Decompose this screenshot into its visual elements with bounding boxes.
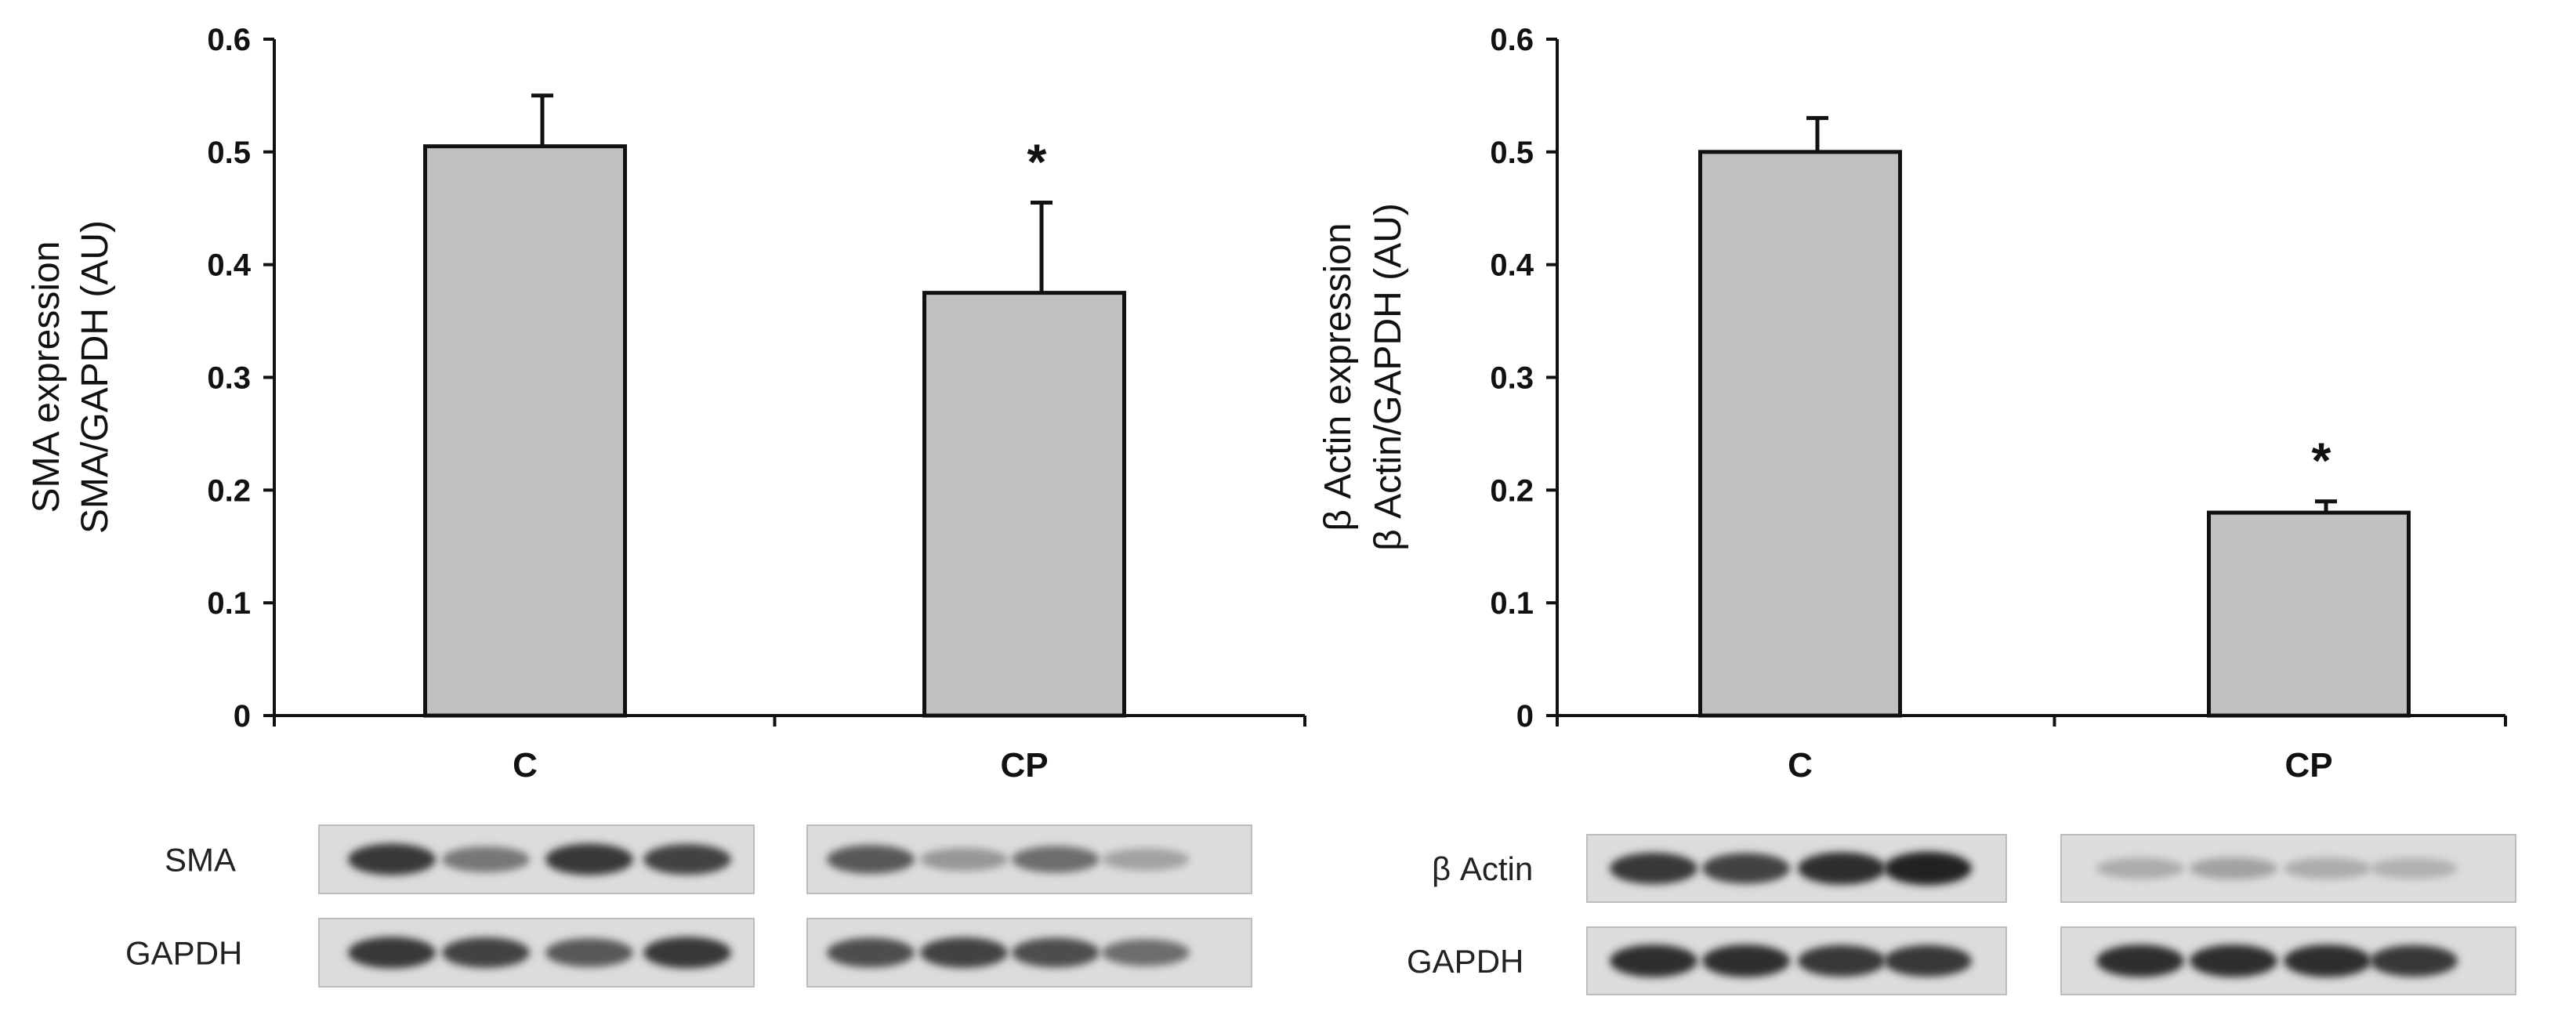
y-tick-label: 0.5 [1490, 136, 1534, 170]
blot-band [545, 938, 633, 967]
y-axis-title-line-2: β Actin/GAPDH (AU) [1368, 203, 1409, 551]
bars: * [1698, 116, 2411, 718]
bars: * [423, 93, 1126, 718]
significance-marker: * [2312, 433, 2331, 489]
bar-c [423, 144, 627, 718]
blot-band [1884, 851, 1972, 886]
beta-actin-chart-panel: 0 0.1 0.2 0.3 0.4 0.5 0.6 C CP * β Actin expres… [1317, 23, 2516, 995]
x-tick-label: C [1788, 746, 1813, 785]
blot-band [827, 937, 915, 968]
y-tick-label: 0.4 [207, 248, 251, 283]
blot-band [1610, 944, 1697, 977]
blot-band [348, 937, 436, 969]
blot-band [643, 843, 731, 875]
blot-band [643, 937, 731, 969]
y-axis: 0 0.1 0.2 0.3 0.4 0.5 0.6 [1490, 23, 1559, 734]
x-axis: C CP [273, 714, 1306, 785]
blot-band [1702, 944, 1790, 977]
y-axis-title: β Actin expression β Actin/GAPDH (AU) [1317, 203, 1409, 551]
y-tick-label: 0.1 [1490, 586, 1534, 621]
y-tick-label: 0.2 [207, 473, 251, 508]
blot-band [827, 845, 915, 874]
y-tick-label: 0.6 [1490, 23, 1534, 57]
y-axis-title-line-2: SMA/GAPDH (AU) [74, 220, 116, 534]
y-tick-label: 0 [234, 699, 251, 734]
blot-row-label: SMA [165, 842, 236, 879]
blot-band [1012, 937, 1100, 968]
bar-cp [2207, 510, 2411, 718]
bar-c [1698, 150, 1902, 718]
x-axis: C CP [1556, 714, 2507, 785]
blot-band [2284, 857, 2371, 879]
y-axis-title: SMA expression SMA/GAPDH (AU) [26, 220, 116, 534]
blot-band [2190, 857, 2277, 880]
blot-band [1884, 944, 1972, 977]
blot-band [2190, 944, 2277, 977]
blot-band [545, 843, 633, 875]
sma-chart-panel: 0 0.1 0.2 0.3 0.4 0.5 0.6 C CP * SMA expression… [26, 23, 1306, 988]
y-tick-label: 0.3 [207, 361, 251, 396]
blot-band [442, 846, 530, 873]
blot-band [348, 843, 436, 875]
x-tick-label: CP [2284, 746, 2332, 785]
significance-marker: * [1027, 134, 1047, 190]
blot-band [920, 847, 1008, 872]
blot-band [1798, 944, 1886, 977]
blot-band [442, 937, 530, 969]
y-tick-label: 0.1 [207, 586, 251, 621]
blot-band [2284, 944, 2371, 977]
y-tick-label: 0.4 [1490, 248, 1534, 283]
blot-row-label: GAPDH [1407, 943, 1523, 980]
y-axis-title-line-1: β Actin expression [1317, 223, 1359, 531]
western-blot: β Actin GAPDH [1407, 834, 2516, 995]
blot-band [2370, 857, 2458, 879]
y-tick-label: 0 [1516, 699, 1534, 734]
y-tick-label: 0.6 [207, 23, 251, 57]
blot-band [1102, 939, 1190, 966]
y-tick-label: 0.3 [1490, 361, 1534, 396]
y-tick-label: 0.5 [207, 136, 251, 170]
x-tick-label: CP [1000, 746, 1048, 785]
blot-row-label: β Actin [1432, 850, 1533, 887]
blot-band [1798, 852, 1886, 885]
blot-band [2370, 944, 2458, 977]
blot-band [1610, 852, 1697, 885]
blot-band [1702, 853, 1790, 884]
bar-cp [922, 291, 1126, 718]
blot-band [2096, 857, 2184, 879]
blot-band [1012, 846, 1100, 873]
x-tick-label: C [513, 746, 538, 785]
blot-band [920, 937, 1008, 969]
blot-row-label: GAPDH [125, 935, 242, 972]
y-tick-label: 0.2 [1490, 473, 1534, 508]
blot-band [1102, 848, 1190, 871]
y-axis: 0 0.1 0.2 0.3 0.4 0.5 0.6 [207, 23, 276, 734]
blot-band [2096, 944, 2184, 977]
y-axis-title-line-1: SMA expression [26, 241, 67, 513]
western-blot: SMA GAPDH [125, 824, 1252, 988]
